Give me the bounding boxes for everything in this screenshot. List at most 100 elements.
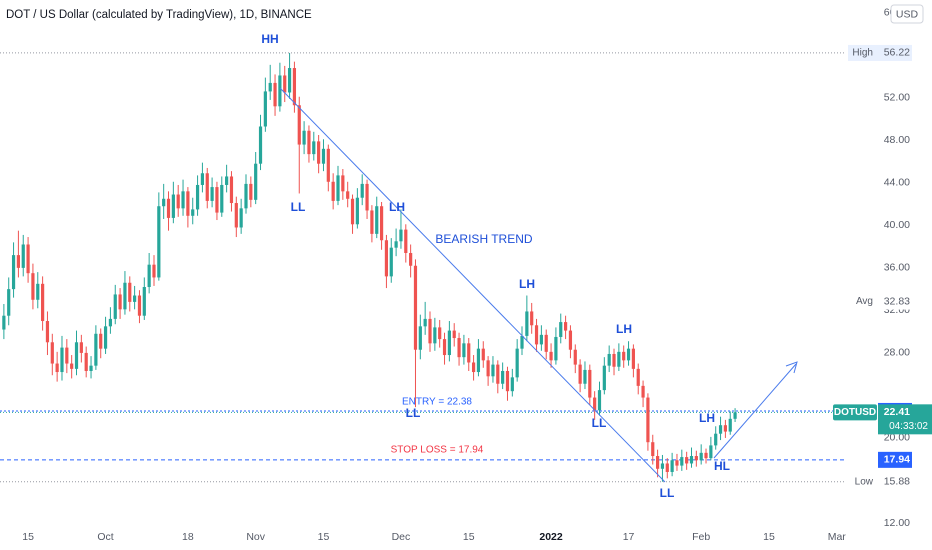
candle-body: [709, 445, 713, 459]
candle-body: [631, 348, 635, 369]
y-tick-label: 36.00: [884, 262, 910, 274]
candle-body: [326, 148, 330, 182]
candle-body: [447, 330, 451, 356]
currency[interactable]: USD: [896, 8, 919, 20]
candle-body: [505, 370, 510, 392]
candle-body: [544, 334, 548, 352]
candle-body: [646, 397, 650, 443]
annotation: BEARISH TREND: [435, 232, 532, 246]
x-tick-label: Feb: [692, 531, 710, 543]
candle-body: [302, 130, 306, 145]
candle-body: [452, 330, 456, 339]
candle-body: [74, 342, 79, 369]
x-tick-label: 17: [623, 531, 635, 543]
y-tick-label: 40.00: [884, 219, 910, 231]
y-tick-label: 28.00: [884, 347, 910, 359]
candle-body: [433, 327, 437, 344]
candle-body: [670, 460, 674, 472]
annotation: HH: [261, 32, 278, 46]
candle-body: [530, 311, 534, 326]
candle-body: [321, 148, 326, 164]
candle-body: [442, 339, 447, 356]
candle-body: [258, 126, 263, 164]
level-badge: [878, 451, 912, 468]
badge-label-bg: [848, 473, 878, 490]
candle-body: [65, 347, 69, 364]
candle-body: [370, 210, 374, 234]
candle-body: [423, 318, 427, 327]
price-badge: [878, 404, 932, 435]
candle-body: [597, 390, 602, 411]
x-tick-label: Nov: [246, 531, 265, 543]
stop-loss-label: STOP LOSS = 17.94: [391, 445, 484, 456]
candle-body: [41, 283, 45, 322]
candle-body: [186, 191, 190, 216]
candle-body: [26, 244, 30, 274]
candle-body: [728, 418, 732, 432]
x-tick-label: 15: [763, 531, 775, 543]
candle-body: [680, 457, 684, 466]
y-tick-label: 44.00: [884, 177, 910, 189]
candle-body: [350, 198, 355, 225]
level-value: 17.94: [884, 454, 910, 466]
candle-body: [84, 352, 88, 371]
candle-body: [534, 325, 539, 345]
candle-body: [365, 183, 369, 211]
y-tick-label: 20.00: [884, 432, 910, 444]
annotation: HL: [714, 459, 730, 473]
candle-body: [704, 452, 708, 459]
x-tick-label: Mar: [828, 531, 847, 543]
candle-body: [94, 333, 98, 366]
candle-body: [341, 175, 345, 192]
candle-body: [152, 264, 156, 278]
candle-body: [375, 206, 379, 234]
x-tick-label: 15: [22, 531, 34, 543]
candle-body: [622, 351, 626, 361]
candle-body: [195, 184, 200, 210]
candle-body: [89, 365, 93, 371]
countdown: 04:33:02: [889, 421, 928, 432]
candle-body: [501, 370, 505, 384]
candle-body: [651, 442, 655, 457]
candle-body: [641, 385, 645, 398]
x-tick-label: Dec: [392, 531, 411, 543]
badge-label: High: [852, 48, 873, 59]
candle-body: [588, 369, 592, 398]
candle-body: [467, 343, 471, 363]
candle-body: [462, 343, 466, 358]
badge-value: 32.83: [884, 295, 910, 307]
candle-body: [689, 456, 694, 464]
candle-body: [583, 369, 587, 384]
candle-body: [147, 264, 151, 288]
x-tick-label: Oct: [97, 531, 113, 543]
entry-label: ENTRY = 22.38: [402, 397, 472, 408]
candle-body: [486, 360, 490, 377]
candle-body: [355, 197, 359, 225]
candle-body: [379, 206, 384, 241]
candle-body: [685, 457, 689, 464]
x-tick-label: 18: [182, 531, 194, 543]
candle-body: [655, 456, 660, 469]
candle-body: [515, 348, 519, 378]
candle-body: [137, 295, 142, 316]
candle-body: [103, 326, 108, 349]
currency-button[interactable]: [890, 4, 924, 24]
badge-label-bg: [848, 293, 878, 310]
candle-body: [389, 247, 393, 277]
candle-body: [733, 412, 737, 419]
candle-body: [225, 176, 229, 185]
candle-body: [307, 130, 311, 155]
candle-body: [457, 338, 461, 358]
candle-body: [287, 68, 292, 93]
candle-body: [563, 322, 568, 331]
candle-body: [471, 362, 476, 373]
candle-body: [157, 206, 161, 278]
candle-body: [263, 91, 267, 127]
y-tick-label: 48.00: [884, 134, 910, 146]
x-tick-label: 15: [318, 531, 330, 543]
candle-body: [714, 433, 718, 446]
candle-body: [578, 364, 582, 384]
candle-body: [665, 463, 669, 472]
